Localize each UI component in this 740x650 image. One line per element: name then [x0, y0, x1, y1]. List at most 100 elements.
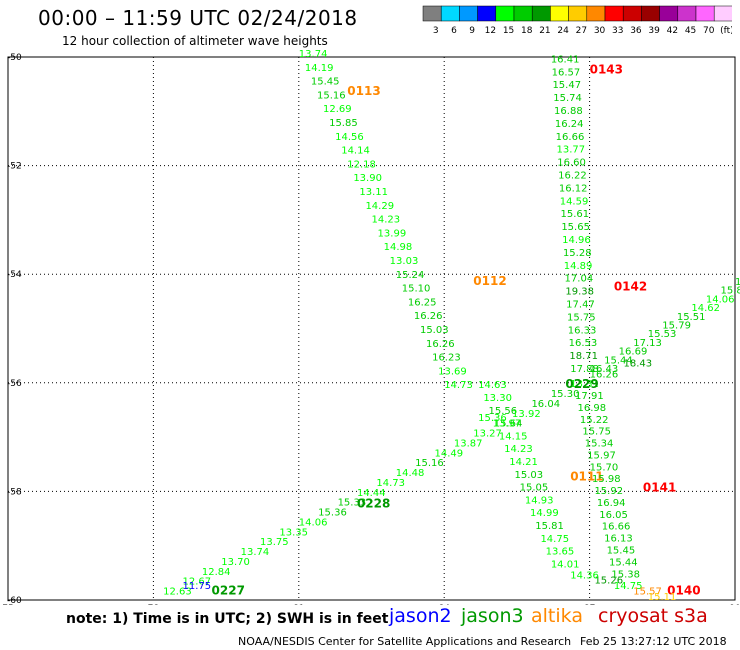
wave-height-reading: 15.74 — [553, 93, 582, 104]
wave-height-reading: 14.44 — [357, 488, 386, 499]
wave-height-reading: 13.74 — [299, 49, 328, 60]
wave-height-reading: 15.81 — [535, 521, 564, 532]
colorbar-label: 70 — [703, 26, 715, 35]
wave-height-reading: 12.18 — [347, 159, 376, 170]
wave-height-reading: 16.66 — [602, 522, 631, 533]
wave-height-reading: 14.49 — [435, 448, 464, 459]
pass-time-label: 0143 — [590, 62, 623, 76]
wave-height-reading: 16.26 — [426, 339, 455, 350]
wave-height-reading: 15.44 — [609, 557, 638, 568]
wave-height-reading: 13.87 — [454, 438, 483, 449]
wave-height-reading: 16.88 — [554, 106, 583, 117]
longitude-tick-label: 84 — [438, 604, 450, 605]
wave-height-reading: 14.48 — [396, 468, 425, 479]
wave-height-reading: 15.34 — [585, 439, 614, 450]
pass-time-label: 0140 — [667, 584, 700, 598]
wave-height-reading: 15.61 — [561, 209, 590, 220]
wave-height-reading: 15.75 — [582, 427, 611, 438]
wave-height-reading: 15.85 — [329, 118, 358, 129]
wave-height-reading: 13.27 — [473, 429, 502, 440]
pass-time-label: 0229 — [565, 377, 598, 391]
wave-height-reading: 15.57 — [633, 587, 662, 598]
wave-height-reading: 14.56 — [335, 132, 364, 143]
wave-height-reading: 16.69 — [619, 347, 648, 358]
colorbar-label: 21 — [539, 26, 550, 35]
wave-height-reading: 16.66 — [556, 132, 585, 143]
colorbar-label: 12 — [485, 26, 496, 35]
wave-height-reading: 14.75 — [614, 581, 643, 592]
wave-height-reading: 12.69 — [323, 104, 352, 115]
wave-height-reading: 13.70 — [221, 557, 250, 568]
colorbar-label: (ft) — [720, 26, 732, 35]
colorbar-label: 30 — [594, 26, 606, 35]
longitude-tick-label: 75 — [2, 604, 13, 605]
wave-height-reading: 16.25 — [408, 297, 437, 308]
wave-height-reading: 19.38 — [565, 287, 594, 298]
wave-height-reading: 16.33 — [568, 325, 597, 336]
wave-height-reading: 16.60 — [557, 158, 586, 169]
wave-height-reading: 14.98 — [384, 242, 413, 253]
latitude-tick-label: -50 — [7, 53, 22, 63]
legend-jason2: jason2 — [389, 605, 452, 627]
wave-height-reading: 16.26 — [590, 369, 619, 380]
map-title: 00:00 – 11:59 UTC 02/24/2018 — [38, 6, 358, 30]
wave-height-reading: 14.59 — [560, 196, 589, 207]
wave-height-reading: 11.75 — [182, 581, 211, 592]
colorbar-label: 9 — [469, 26, 475, 35]
colorbar-label: 45 — [685, 26, 696, 35]
wave-height-reading: 13.31 — [570, 379, 599, 390]
wave-height-reading: 16.43 — [590, 364, 619, 375]
wave-height-reading: 15.92 — [594, 486, 623, 497]
wave-height-reading: 14.99 — [530, 508, 559, 519]
credit-line: NOAA/NESDIS Center for Satellite Applica… — [238, 635, 572, 648]
wave-height-reading: 13.97 — [493, 419, 522, 430]
wave-height-reading: 15.36 — [478, 413, 507, 424]
wave-height-reading: 12.63 — [163, 587, 192, 598]
wave-height-reading: 13.30 — [483, 393, 512, 404]
wave-height-reading: 15.22 — [580, 415, 609, 426]
wave-height-reading: 15.64 — [494, 419, 523, 430]
wave-height-reading: 14.06 — [706, 294, 735, 305]
wave-height-reading: 12.67 — [182, 577, 211, 588]
footnote: note: 1) Time is in UTC; 2) SWH is in fe… — [66, 611, 389, 627]
wave-height-reading: 15.97 — [587, 450, 616, 461]
wave-height-reading: 14.29 — [365, 201, 394, 212]
wave-height-reading: 14.89 — [564, 261, 593, 272]
wave-height-reading: 14.73 — [376, 478, 405, 489]
wave-height-reading: 15.44 — [604, 355, 633, 366]
colorbar-label: 27 — [576, 26, 587, 35]
wave-height-reading: 13.77 — [556, 145, 585, 156]
wave-height-reading: 14.73 — [444, 380, 473, 391]
wave-height-reading: 13.11 — [359, 187, 388, 198]
wave-height-reading: 14.01 — [551, 559, 580, 570]
wave-height-reading: 16.41 — [551, 54, 580, 65]
wave-height-reading: 15.45 — [311, 77, 340, 88]
wave-height-reading: 15 — [735, 277, 740, 288]
wave-height-reading: 15.05 — [520, 483, 549, 494]
wave-height-reading: 15.24 — [396, 270, 425, 281]
wave-height-reading: 16.26 — [414, 311, 443, 322]
colorbar-label: 33 — [612, 26, 623, 35]
wave-height-reading: 14.23 — [504, 444, 533, 455]
wave-height-reading: 15.03 — [514, 470, 543, 481]
wave-height-reading: 15.79 — [662, 321, 691, 332]
latitude-tick-label: -52 — [7, 162, 22, 172]
pass-time-label: 0228 — [357, 497, 390, 511]
altimeter-map: 75 78 81 84 87 90 -50 -52 -54 -56 -58 -60 13.74 14.19… — [2, 49, 740, 605]
wave-height-reading: 16.24 — [555, 119, 584, 130]
wave-height-reading: 16.22 — [558, 170, 587, 181]
colorbar-label: 3 — [433, 26, 439, 35]
pass-time-label: 0227 — [212, 584, 245, 598]
map-frame — [7, 56, 736, 601]
latitude-tick-label: -56 — [7, 379, 22, 389]
wave-height-reading: 15.28 — [563, 248, 592, 259]
longitude-tick-label: 90 — [729, 604, 740, 605]
wave-height-reading: 15.51 — [677, 312, 706, 323]
wave-height-reading: 16.12 — [559, 183, 588, 194]
generated-timestamp: Feb 25 13:27:12 UTC 2018 — [580, 635, 727, 648]
wave-height-reading: 13.92 — [512, 409, 541, 420]
wave-height-reading: 15.53 — [648, 329, 677, 340]
wave-height-reading: 15.45 — [607, 546, 636, 557]
wave-height-reading: 14.96 — [562, 235, 591, 246]
colorbar-swatch — [713, 5, 732, 22]
